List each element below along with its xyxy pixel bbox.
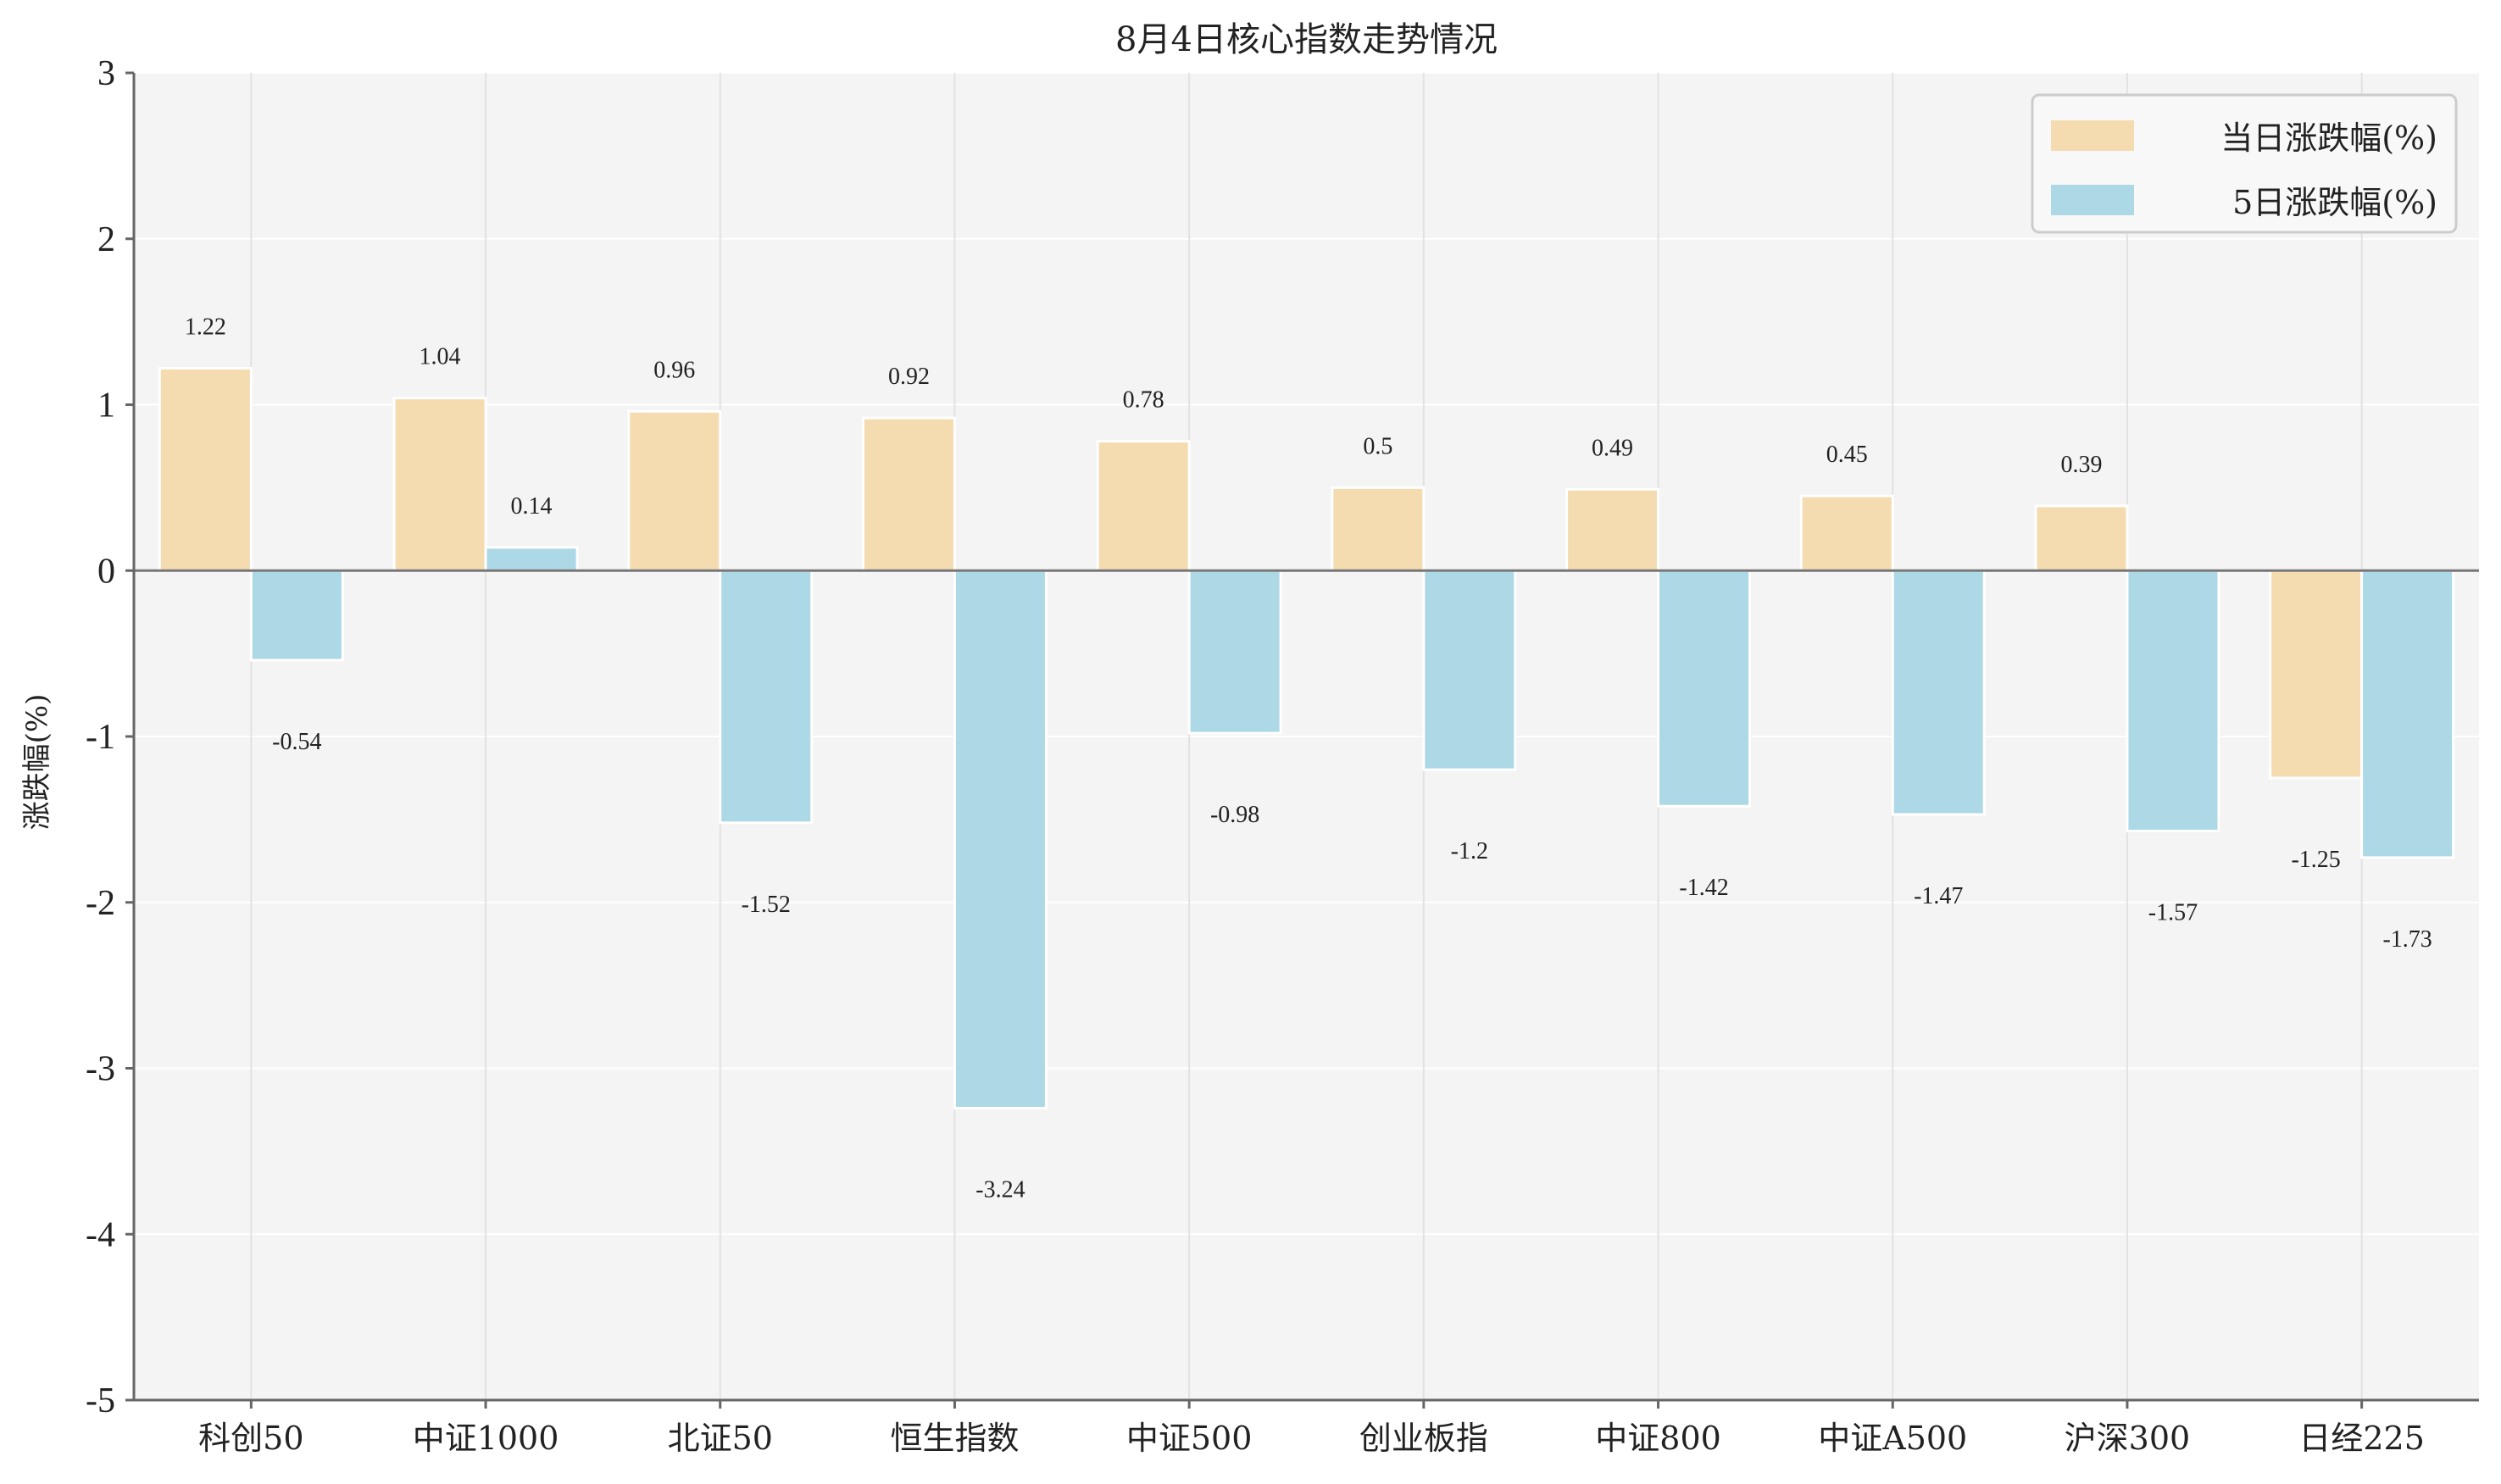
y-tick-label: -3 bbox=[86, 1050, 115, 1089]
y-tick-label: 3 bbox=[97, 54, 115, 93]
x-tick-label: 日经225 bbox=[2298, 1420, 2425, 1457]
x-tick-label: 沪深300 bbox=[2065, 1420, 2191, 1457]
bar-five-day bbox=[249, 569, 344, 662]
y-tick-label: 2 bbox=[97, 220, 115, 259]
x-tick-label: 中证A500 bbox=[1818, 1420, 1967, 1457]
data-label: 0.14 bbox=[511, 493, 553, 520]
bar-daily bbox=[861, 416, 956, 572]
data-label: -1.2 bbox=[1451, 838, 1488, 864]
bar-five-day bbox=[484, 546, 579, 572]
data-label: -0.98 bbox=[1210, 802, 1259, 828]
bar-five-day bbox=[953, 569, 1048, 1109]
data-label: -1.25 bbox=[2291, 847, 2340, 873]
data-label: -1.73 bbox=[2382, 926, 2432, 953]
data-label: -1.57 bbox=[2148, 900, 2198, 926]
x-tick-label: 中证800 bbox=[1595, 1420, 1721, 1457]
legend-label: 当日涨跌幅(%) bbox=[2220, 119, 2437, 157]
data-label: 0.92 bbox=[888, 364, 930, 390]
data-label: 0.39 bbox=[2060, 452, 2102, 478]
data-label: 0.49 bbox=[1592, 435, 1633, 461]
data-labels: 1.22 -0.54 1.04 0.14 0.96 -1.52 0.92 -3.24 0.78 -… bbox=[185, 314, 2432, 1203]
data-label: 1.22 bbox=[185, 314, 226, 340]
legend-swatch bbox=[2051, 120, 2134, 151]
bars bbox=[158, 366, 2455, 1109]
bar-daily bbox=[1799, 494, 1894, 572]
bar-five-day bbox=[2126, 569, 2220, 833]
chart-title: 8月4日核心指数走势情况 bbox=[1115, 20, 1498, 59]
legend-swatch bbox=[2051, 185, 2134, 215]
data-label: -0.54 bbox=[272, 729, 321, 755]
bar-daily bbox=[1565, 487, 1660, 572]
y-tick-label: 1 bbox=[97, 386, 115, 425]
legend-box bbox=[2031, 93, 2458, 234]
data-label: 0.78 bbox=[1123, 387, 1164, 414]
x-tick-label: 北证50 bbox=[668, 1420, 773, 1457]
bar-five-day bbox=[1422, 569, 1517, 771]
y-tick-label: -5 bbox=[86, 1381, 115, 1420]
bar-five-day bbox=[719, 569, 814, 825]
y-tick-label: -2 bbox=[86, 884, 115, 923]
bar-daily bbox=[1331, 486, 1426, 572]
bar-daily bbox=[2034, 504, 2129, 572]
bar-daily bbox=[1096, 440, 1191, 572]
y-tick-label: 0 bbox=[97, 552, 115, 591]
y-tick-label: -4 bbox=[86, 1215, 115, 1254]
bar-daily bbox=[392, 397, 487, 572]
x-tick-label: 科创50 bbox=[198, 1420, 303, 1457]
bar-five-day bbox=[1187, 569, 1282, 735]
bar-five-day bbox=[1657, 569, 1752, 808]
bar-five-day bbox=[2360, 569, 2455, 859]
bar-daily bbox=[158, 366, 253, 572]
data-label: -1.52 bbox=[742, 892, 791, 918]
bar-daily bbox=[2269, 569, 2364, 780]
bar-five-day bbox=[1891, 569, 1986, 816]
tick-labels: 3 2 1 0 -1 -2 -3 -4 -5 科创50 中证1000 北证50 恒生指数 中证500 创业板… bbox=[86, 54, 2425, 1457]
data-label: 0.5 bbox=[1363, 433, 1392, 459]
y-axis-label: 涨跌幅(%) bbox=[20, 694, 54, 831]
data-label: 1.04 bbox=[420, 344, 461, 370]
data-label: -1.42 bbox=[1679, 875, 1728, 901]
x-tick-label: 创业板指 bbox=[1359, 1420, 1488, 1457]
data-label: 0.45 bbox=[1826, 442, 1868, 468]
data-label: -1.47 bbox=[1914, 883, 1963, 909]
y-tick-label: -1 bbox=[86, 718, 115, 757]
x-tick-label: 中证500 bbox=[1126, 1420, 1253, 1457]
bar-daily bbox=[627, 409, 722, 572]
legend-label: 5日涨跌幅(%) bbox=[2232, 184, 2437, 221]
data-label: 0.96 bbox=[653, 357, 695, 383]
data-label: -3.24 bbox=[975, 1176, 1025, 1203]
legend: 当日涨跌幅(%) 5日涨跌幅(%) bbox=[2031, 93, 2458, 234]
x-tick-label: 中证1000 bbox=[413, 1420, 559, 1457]
x-tick-label: 恒生指数 bbox=[890, 1420, 1019, 1457]
